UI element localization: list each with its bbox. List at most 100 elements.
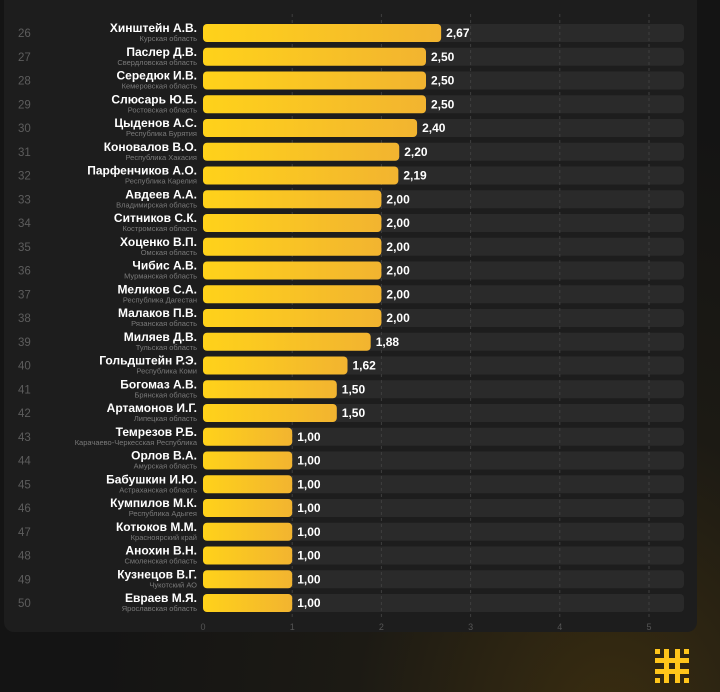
- value-label: 1,00: [297, 572, 321, 586]
- value-label: 2,00: [386, 240, 410, 254]
- rank-label: 47: [18, 527, 31, 539]
- rank-label: 32: [18, 171, 31, 183]
- value-label: 2,67: [446, 26, 470, 40]
- bar-track: [203, 475, 684, 494]
- rank-label: 41: [18, 384, 31, 396]
- rank-label: 36: [18, 266, 31, 278]
- person-name: Авдеев А.А.: [125, 187, 197, 201]
- person-name: Парфенчиков А.О.: [87, 164, 197, 178]
- region-name: Смоленская область: [124, 557, 197, 566]
- value-label: 2,19: [403, 169, 427, 183]
- person-name: Середюк И.В.: [116, 69, 197, 83]
- bar: [203, 285, 382, 304]
- value-label: 2,00: [386, 192, 410, 206]
- logo-corner: [655, 649, 660, 654]
- person-name: Хоценко В.П.: [120, 235, 197, 249]
- bar: [203, 404, 337, 422]
- value-label: 1,88: [376, 335, 400, 349]
- value-label: 2,50: [431, 74, 455, 88]
- region-name: Тульская область: [136, 343, 197, 352]
- value-label: 1,00: [297, 549, 321, 563]
- value-label: 1,50: [342, 406, 366, 420]
- region-name: Республика Хакасия: [125, 153, 197, 162]
- region-name: Омская область: [141, 248, 197, 257]
- person-name: Коновалов В.О.: [104, 140, 197, 154]
- bar-track: [203, 427, 684, 446]
- region-name: Курская область: [140, 34, 198, 43]
- bar: [203, 594, 293, 612]
- value-label: 2,00: [386, 311, 410, 325]
- bar-track: [203, 522, 684, 541]
- x-tick-label: 4: [557, 622, 562, 632]
- logo-stroke: [664, 649, 669, 683]
- value-label: 2,00: [386, 216, 410, 230]
- person-name: Ситников С.К.: [114, 211, 197, 225]
- person-name: Евраев М.Я.: [125, 591, 197, 605]
- person-name: Орлов В.А.: [131, 449, 197, 463]
- bar: [203, 166, 399, 185]
- logo-stroke: [655, 669, 689, 674]
- region-name: Брянская область: [135, 390, 198, 399]
- bar: [203, 237, 382, 256]
- person-name: Кузнецов В.Г.: [117, 567, 197, 581]
- person-name: Слюсарь Ю.Б.: [111, 92, 197, 106]
- bar: [203, 190, 382, 209]
- region-name: Республика Бурятия: [126, 129, 197, 138]
- region-name: Владимирская область: [116, 200, 197, 209]
- bar: [203, 332, 371, 351]
- value-label: 2,50: [431, 97, 455, 111]
- value-label: 1,00: [297, 596, 321, 610]
- rank-label: 49: [18, 574, 31, 586]
- region-name: Республика Коми: [136, 367, 197, 376]
- bar: [203, 427, 293, 446]
- x-tick-label: 2: [379, 622, 384, 632]
- rank-label: 26: [18, 28, 31, 40]
- region-name: Липецкая область: [134, 414, 197, 423]
- region-name: Республика Адыгея: [129, 509, 197, 518]
- value-label: 1,00: [297, 525, 321, 539]
- rank-label: 28: [18, 76, 31, 88]
- bar: [203, 356, 348, 375]
- person-name: Кумпилов М.К.: [110, 496, 197, 510]
- value-label: 2,00: [386, 264, 410, 278]
- value-label: 2,50: [431, 50, 455, 64]
- person-name: Цыденов А.С.: [114, 116, 197, 130]
- rank-label: 27: [18, 52, 31, 64]
- region-name: Республика Карелия: [125, 177, 197, 186]
- region-name: Амурская область: [134, 462, 197, 471]
- bar: [203, 309, 382, 327]
- person-name: Котюков М.М.: [116, 520, 197, 534]
- bar-track: [203, 594, 684, 612]
- x-tick-label: 5: [646, 622, 651, 632]
- bar: [203, 570, 293, 589]
- rank-label: 50: [18, 598, 31, 610]
- logo-corner: [684, 678, 689, 683]
- bar: [203, 261, 382, 280]
- person-name: Паслер Д.В.: [126, 45, 197, 59]
- bar-track: [203, 546, 684, 565]
- person-name: Меликов С.А.: [117, 282, 197, 296]
- value-label: 1,00: [297, 477, 321, 491]
- person-name: Темрезов Р.Б.: [116, 425, 197, 439]
- logo-corner: [684, 649, 689, 654]
- x-tick-label: 1: [290, 622, 295, 632]
- region-name: Ростовская область: [128, 105, 197, 114]
- rank-label: 44: [18, 456, 31, 468]
- person-name: Богомаз А.В.: [120, 377, 197, 391]
- bar: [203, 451, 293, 470]
- rank-label: 37: [18, 289, 31, 301]
- person-name: Миляев Д.В.: [124, 330, 197, 344]
- logo-corner: [655, 678, 660, 683]
- region-name: Красноярский край: [131, 533, 197, 542]
- x-tick-label: 3: [468, 622, 473, 632]
- rank-label: 38: [18, 313, 31, 325]
- person-name: Малаков П.В.: [118, 306, 197, 320]
- bar-track: [203, 570, 684, 589]
- bar: [203, 142, 400, 161]
- rank-label: 46: [18, 503, 31, 515]
- region-name: Свердловская область: [117, 58, 197, 67]
- bar: [203, 95, 426, 114]
- value-label: 2,20: [404, 145, 428, 159]
- rank-label: 43: [18, 432, 31, 444]
- region-name: Мурманская область: [124, 272, 197, 281]
